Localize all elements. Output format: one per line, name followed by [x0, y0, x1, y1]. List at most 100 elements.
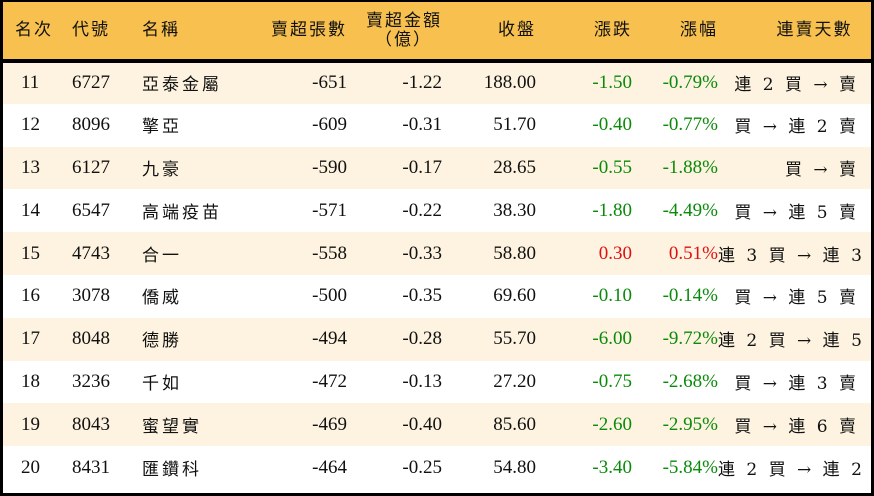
stock-name: 亞泰金屬 — [142, 75, 222, 96]
cell-net-sell-amount: -0.17 — [402, 156, 442, 178]
cell-streak: 買 → 連 5 賣 — [718, 189, 871, 232]
cell-change-pct: -0.77% — [662, 114, 718, 136]
cell-close: 55.70 — [493, 328, 536, 350]
cell-streak: 買 → 賣 — [718, 147, 871, 190]
header-close: 收盤 — [498, 20, 536, 40]
cell-change: -0.40 — [592, 114, 632, 136]
cell-close: 54.80 — [493, 456, 536, 478]
stock-name: 僑威 — [142, 288, 182, 309]
cell-net-sell-shares: -558 — [312, 242, 347, 264]
cell-change: -0.75 — [592, 370, 632, 392]
cell-name: 擎亞 — [142, 104, 242, 147]
streak-text: 買 → 賣 — [784, 159, 859, 180]
table-row: 11 6727 亞泰金屬 -651 -1.22 188.00 -1.50 -0.… — [3, 61, 871, 104]
cell-net-sell-amount: -0.35 — [402, 285, 442, 307]
table-row: 19 8043 蜜望實 -469 -0.40 85.60 -2.60 -2.95… — [3, 403, 871, 447]
streak-text: 買 → 連 2 賣 — [734, 117, 859, 138]
cell-close: 51.70 — [493, 114, 536, 136]
cell-name: 合一 — [142, 232, 242, 275]
cell-change: -6.00 — [592, 328, 632, 350]
table-row: 17 8048 德勝 -494 -0.28 55.70 -6.00 -9.72%… — [3, 317, 874, 361]
cell-rank: 12 — [21, 114, 40, 136]
cell-change: -2.60 — [592, 413, 632, 435]
cell-net-sell-shares: -472 — [312, 370, 347, 392]
cell-streak: 買 → 連 6 賣 — [718, 403, 871, 446]
table-body: 11 6727 亞泰金屬 -651 -1.22 188.00 -1.50 -0.… — [3, 61, 874, 489]
header-net-sell-amount-line2: （億） — [375, 29, 432, 50]
cell-net-sell-amount: -0.28 — [402, 328, 442, 350]
cell-rank: 15 — [21, 242, 40, 264]
cell-code: 6127 — [72, 156, 110, 178]
stock-name: 高端疫苗 — [142, 202, 222, 223]
cell-code: 3236 — [72, 370, 110, 392]
cell-change-pct: -9.72% — [662, 328, 718, 350]
cell-close: 58.80 — [493, 242, 536, 264]
cell-name: 九豪 — [142, 147, 242, 190]
cell-streak: 連 2 買 → 連 5 賣 — [718, 318, 874, 361]
stock-name: 匯鑽科 — [142, 459, 202, 480]
streak-text: 連 2 買 → 連 2 賣 — [718, 459, 874, 480]
header-change: 漲跌 — [594, 20, 632, 40]
cell-net-sell-amount: -1.22 — [402, 72, 442, 94]
table-row: 14 6547 高端疫苗 -571 -0.22 38.30 -1.80 -4.4… — [3, 189, 871, 233]
cell-change: 0.30 — [598, 242, 632, 264]
cell-rank: 17 — [21, 328, 40, 350]
cell-change-pct: -2.68% — [662, 370, 718, 392]
cell-change-pct: -4.49% — [662, 199, 718, 221]
cell-streak: 連 2 買 → 連 2 賣 — [718, 446, 874, 489]
cell-name: 德勝 — [142, 318, 242, 361]
table-row: 13 6127 九豪 -590 -0.17 28.65 -0.55 -1.88%… — [3, 146, 871, 190]
table-row: 20 8431 匯鑽科 -464 -0.25 54.80 -3.40 -5.84… — [3, 446, 874, 489]
cell-code: 4743 — [72, 242, 110, 264]
header-net-sell-amount: 賣超金額 （億） — [347, 2, 442, 61]
cell-code: 8048 — [72, 328, 110, 350]
cell-streak: 買 → 連 3 賣 — [718, 361, 871, 404]
cell-name: 亞泰金屬 — [142, 61, 242, 104]
cell-change-pct: -2.95% — [662, 413, 718, 435]
cell-rank: 16 — [21, 285, 40, 307]
cell-net-sell-amount: -0.33 — [402, 242, 442, 264]
header-rank: 名次 — [15, 20, 53, 40]
cell-streak: 連 2 買 → 賣 — [718, 61, 871, 104]
streak-text: 連 3 買 → 連 3 賣 — [718, 245, 874, 266]
streak-text: 買 → 連 5 賣 — [734, 288, 859, 309]
header-code: 代號 — [72, 20, 110, 40]
cell-close: 69.60 — [493, 285, 536, 307]
streak-text: 買 → 連 5 賣 — [734, 202, 859, 223]
streak-text: 買 → 連 6 賣 — [734, 416, 859, 437]
cell-name: 千如 — [142, 361, 242, 404]
cell-close: 28.65 — [493, 156, 536, 178]
cell-change-pct: -0.79% — [662, 72, 718, 94]
cell-code: 8043 — [72, 413, 110, 435]
cell-net-sell-amount: -0.31 — [402, 114, 442, 136]
cell-net-sell-shares: -590 — [312, 156, 347, 178]
cell-code: 6727 — [72, 72, 110, 94]
header-name: 名稱 — [142, 20, 180, 40]
table-row: 12 8096 擎亞 -609 -0.31 51.70 -0.40 -0.77%… — [3, 103, 871, 147]
cell-rank: 11 — [21, 72, 40, 94]
cell-change: -0.55 — [592, 156, 632, 178]
cell-code: 8096 — [72, 114, 110, 136]
table-row: 16 3078 僑威 -500 -0.35 69.60 -0.10 -0.14%… — [3, 274, 871, 318]
stock-name: 合一 — [142, 245, 182, 266]
cell-close: 27.20 — [493, 370, 536, 392]
streak-text: 連 2 買 → 連 5 賣 — [718, 331, 874, 352]
table-row: 15 4743 合一 -558 -0.33 58.80 0.30 0.51% 連… — [3, 232, 874, 275]
cell-streak: 買 → 連 2 賣 — [718, 104, 871, 147]
table-header-row: 名次 代號 名稱 賣超張數 賣超金額 （億） 收盤 漲跌 漲幅 連賣天數 — [3, 2, 871, 61]
header-net-sell-amount-line1: 賣超金額 — [366, 10, 442, 31]
cell-streak: 買 → 連 5 賣 — [718, 275, 871, 318]
cell-change: -3.40 — [592, 456, 632, 478]
header-streak: 連賣天數 — [776, 20, 853, 40]
cell-change-pct: 0.51% — [668, 242, 718, 264]
cell-code: 3078 — [72, 285, 110, 307]
cell-net-sell-shares: -571 — [312, 199, 347, 221]
cell-rank: 18 — [21, 370, 40, 392]
cell-name: 僑威 — [142, 275, 242, 318]
cell-close: 38.30 — [493, 199, 536, 221]
stock-name: 九豪 — [142, 159, 182, 180]
stock-name: 蜜望實 — [142, 416, 202, 437]
cell-close: 188.00 — [483, 72, 536, 94]
cell-rank: 14 — [21, 199, 40, 221]
